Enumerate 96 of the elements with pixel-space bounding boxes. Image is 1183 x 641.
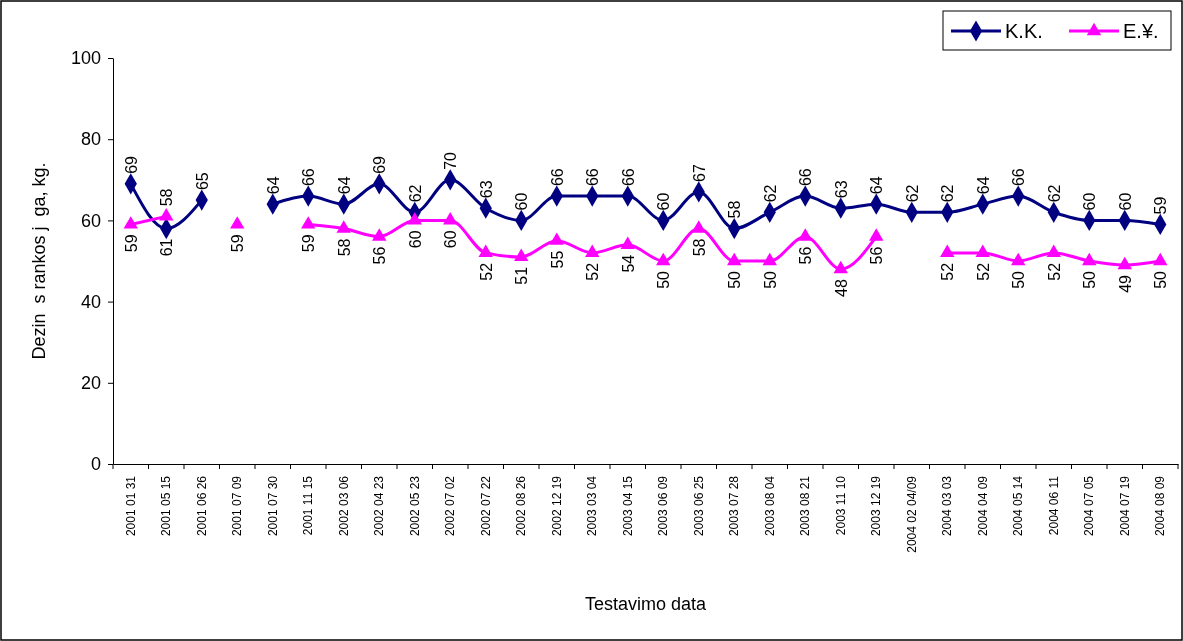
data-label: 61 bbox=[158, 238, 176, 257]
data-label: 62 bbox=[903, 184, 921, 203]
data-label: 64 bbox=[868, 176, 886, 195]
y-tick-label: 60 bbox=[80, 210, 101, 231]
data-label: 59 bbox=[300, 234, 318, 253]
x-tick-label: 2002 07 02 bbox=[443, 475, 458, 537]
x-tick-label: 2003 06 25 bbox=[691, 475, 706, 537]
data-label: 62 bbox=[406, 184, 424, 203]
data-label: 69 bbox=[371, 155, 389, 174]
data-label: 67 bbox=[690, 164, 708, 182]
x-tick-label: 2003 04 15 bbox=[620, 475, 635, 537]
data-label: 65 bbox=[193, 172, 211, 191]
data-label: 56 bbox=[371, 246, 389, 265]
x-tick-label: 2003 08 21 bbox=[798, 475, 813, 537]
x-tick-label: 2004 04 09 bbox=[975, 475, 990, 537]
data-label: 66 bbox=[548, 168, 566, 187]
x-tick-label: 2003 07 28 bbox=[727, 475, 742, 537]
data-label: 50 bbox=[1081, 270, 1099, 289]
data-label: 66 bbox=[1010, 168, 1028, 187]
data-label: 60 bbox=[513, 192, 531, 211]
data-label: 66 bbox=[300, 168, 318, 187]
x-tick-label: 2002 05 23 bbox=[407, 475, 422, 537]
data-label: 49 bbox=[1116, 274, 1134, 293]
data-label: 50 bbox=[655, 270, 673, 289]
x-tick-label: 2004 02 04/09 bbox=[904, 475, 919, 553]
x-tick-label: 2003 03 04 bbox=[585, 475, 600, 537]
y-axis-title: Dezin s rankos j ga, kg. bbox=[29, 162, 49, 360]
x-tick-label: 2003 06 09 bbox=[656, 475, 671, 537]
data-label: 62 bbox=[761, 184, 779, 203]
data-label: 59 bbox=[1152, 196, 1170, 215]
y-tick-label: 40 bbox=[80, 291, 101, 312]
data-label: 52 bbox=[1045, 262, 1063, 281]
data-label: 50 bbox=[1152, 270, 1170, 289]
x-tick-label: 2004 08 09 bbox=[1153, 475, 1168, 537]
data-label: 56 bbox=[797, 246, 815, 265]
data-label: 66 bbox=[619, 168, 637, 187]
x-tick-label: 2003 11 10 bbox=[833, 475, 848, 536]
data-label: 48 bbox=[832, 279, 850, 297]
data-label: 52 bbox=[939, 262, 957, 281]
data-label: 59 bbox=[229, 234, 247, 253]
x-tick-label: 2001 11 15 bbox=[301, 475, 316, 536]
data-label: 60 bbox=[655, 192, 673, 211]
data-label: 62 bbox=[1045, 184, 1063, 203]
data-label: 52 bbox=[477, 262, 495, 281]
data-label: 50 bbox=[726, 270, 744, 289]
x-tick-label: 2002 04 23 bbox=[372, 475, 387, 537]
x-tick-label: 2004 07 19 bbox=[1117, 475, 1132, 537]
x-tick-label: 2001 07 09 bbox=[230, 475, 245, 537]
data-label: 58 bbox=[690, 238, 708, 257]
x-tick-label: 2002 03 06 bbox=[336, 475, 351, 537]
data-label: 60 bbox=[442, 230, 460, 249]
x-tick-label: 2004 03 03 bbox=[940, 475, 955, 537]
data-label: 54 bbox=[619, 254, 637, 273]
data-label: 59 bbox=[122, 234, 140, 253]
x-tick-label: 2002 07 22 bbox=[478, 475, 493, 537]
data-label: 69 bbox=[122, 155, 140, 174]
data-label: 50 bbox=[761, 270, 779, 289]
data-label: 58 bbox=[158, 188, 176, 207]
y-tick-label: 20 bbox=[80, 373, 101, 394]
x-tick-label: 2001 05 15 bbox=[159, 475, 174, 537]
x-tick-label: 2003 08 04 bbox=[762, 475, 777, 537]
data-label: 58 bbox=[726, 200, 744, 219]
data-label: 60 bbox=[1116, 192, 1134, 211]
x-axis-title: Testavimo data bbox=[584, 594, 708, 614]
x-tick-label: 2004 05 14 bbox=[1011, 475, 1026, 537]
data-label: 50 bbox=[1010, 270, 1028, 289]
data-label: 64 bbox=[335, 176, 353, 195]
data-label: 52 bbox=[584, 262, 602, 281]
data-label: 52 bbox=[974, 262, 992, 281]
y-tick-label: 80 bbox=[80, 129, 101, 150]
data-label: 62 bbox=[939, 184, 957, 203]
data-label: 63 bbox=[477, 180, 495, 199]
data-label: 56 bbox=[868, 246, 886, 265]
y-tick-label: 0 bbox=[90, 454, 101, 475]
data-label: 60 bbox=[1081, 192, 1099, 211]
data-label: 66 bbox=[797, 168, 815, 187]
data-label: 63 bbox=[832, 180, 850, 199]
x-tick-label: 2002 12 19 bbox=[549, 475, 564, 537]
data-label: 51 bbox=[513, 266, 531, 285]
data-label: 60 bbox=[406, 230, 424, 249]
x-tick-label: 2002 08 26 bbox=[514, 475, 529, 537]
data-label: 64 bbox=[264, 176, 282, 195]
x-tick-label: 2003 12 19 bbox=[869, 475, 884, 537]
data-label: 58 bbox=[335, 238, 353, 257]
x-tick-label: 2001 06 26 bbox=[194, 475, 209, 537]
y-tick-label: 100 bbox=[70, 48, 101, 69]
data-label: 64 bbox=[974, 176, 992, 195]
data-label: 55 bbox=[548, 250, 566, 269]
x-tick-label: 2004 07 05 bbox=[1082, 475, 1097, 537]
data-label: 70 bbox=[442, 151, 460, 170]
legend-label: K.K. bbox=[1005, 20, 1043, 42]
legend-label: E.¥. bbox=[1123, 20, 1159, 42]
x-tick-label: 2001 07 30 bbox=[265, 475, 280, 537]
x-tick-label: 2004 06 11 bbox=[1046, 475, 1061, 536]
data-label: 66 bbox=[584, 168, 602, 187]
x-tick-label: 2001 01 31 bbox=[123, 475, 138, 537]
